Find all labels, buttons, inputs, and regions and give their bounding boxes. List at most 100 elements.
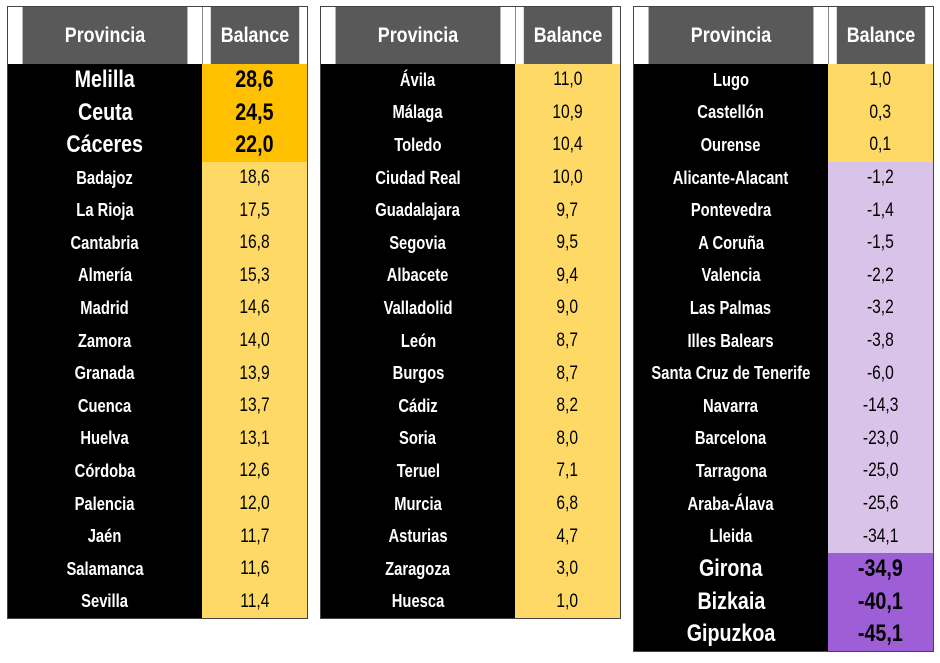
table-row: Albacete 9,4 [321,259,620,293]
balance-cell: -34,1 [828,520,933,553]
table-row: Valencia -2,2 [634,259,933,293]
province-cell: Lugo [634,64,828,97]
province-cell: Almería [8,259,202,293]
table-row: Toledo 10,4 [321,129,620,162]
table-row: Sevilla 11,4 [8,585,307,619]
balance-cell: 13,7 [202,389,307,423]
table-row: Almería 15,3 [8,259,307,293]
table-row: Santa Cruz de Tenerife -6,0 [634,357,933,390]
province-cell: Cáceres [8,129,202,162]
table-header: Provincia Balance [634,7,933,64]
province-cell: Madrid [8,292,202,325]
province-cell: Cuenca [8,389,202,423]
province-cell: Navarra [634,389,828,423]
balance-cell: 0,3 [828,96,933,130]
province-cell: Asturias [321,520,515,553]
balance-cell: 4,7 [515,520,620,553]
province-cell: Barcelona [634,422,828,456]
table-row: Illes Balears -3,8 [634,324,933,358]
balance-cell: 12,6 [202,455,307,488]
province-cell: Segovia [321,226,515,260]
table-row: Araba-Álava -25,6 [634,487,933,521]
table-row: Cádiz 8,2 [321,389,620,423]
table-row: Lugo 1,0 [634,64,933,97]
table-row: Girona -34,9 [634,552,933,586]
province-cell: Granada [8,357,202,390]
province-cell: Guadalajara [321,194,515,227]
balance-cell: 14,6 [202,292,307,325]
balance-cell: -14,3 [828,389,933,423]
balance-header: Balance [210,7,300,64]
table-row: Valladolid 9,0 [321,292,620,325]
balance-cell: 10,4 [515,129,620,162]
table-row: La Rioja 17,5 [8,194,307,227]
balance-cell: 17,5 [202,194,307,227]
province-cell: Tarragona [634,455,828,488]
table-row: Cáceres 22,0 [8,129,307,162]
balance-cell: 1,0 [515,585,620,619]
province-header: Provincia [648,7,814,64]
table-row: Cantabria 16,8 [8,226,307,260]
province-cell: Araba-Álava [634,487,828,521]
province-cell: Ourense [634,129,828,162]
province-header: Provincia [22,7,188,64]
balance-cell: -23,0 [828,422,933,456]
province-cell: Valladolid [321,292,515,325]
table-row: Córdoba 12,6 [8,455,307,488]
balance-header: Balance [523,7,613,64]
balance-cell: -1,5 [828,226,933,260]
province-cell: Cantabria [8,226,202,260]
balance-cell: 3,0 [515,552,620,586]
table-row: Ourense 0,1 [634,129,933,162]
province-cell: Huesca [321,585,515,619]
balance-cell: -3,2 [828,292,933,325]
balance-cell: 9,5 [515,226,620,260]
table-row: Zamora 14,0 [8,324,307,358]
table-row: Soria 8,0 [321,422,620,456]
province-cell: Ceuta [8,96,202,130]
balance-cell: 13,1 [202,422,307,456]
table-row: Cuenca 13,7 [8,389,307,423]
table-row: Málaga 10,9 [321,96,620,130]
balance-cell: -3,8 [828,324,933,358]
balance-cell: 13,9 [202,357,307,390]
province-cell: Pontevedra [634,194,828,227]
balance-cell: -40,1 [828,585,933,619]
table-row: Lleida -34,1 [634,520,933,553]
province-cell: Palencia [8,487,202,521]
table-row: Melilla 28,6 [8,64,307,97]
balance-cell: 9,0 [515,292,620,325]
balance-cell: 8,7 [515,324,620,358]
table-row: Ávila 11,0 [321,64,620,97]
table-row: Segovia 9,5 [321,226,620,260]
table-row: Madrid 14,6 [8,292,307,325]
province-cell: Córdoba [8,455,202,488]
balance-cell: -25,0 [828,455,933,488]
province-cell: Soria [321,422,515,456]
balance-cell: 24,5 [202,96,307,130]
balance-cell: 7,1 [515,455,620,488]
province-cell: Zamora [8,324,202,358]
table-row: Burgos 8,7 [321,357,620,390]
province-cell: Jaén [8,520,202,553]
province-cell: Castellón [634,96,828,130]
balance-cell: -25,6 [828,487,933,521]
balance-cell: -1,2 [828,161,933,195]
table-row: Badajoz 18,6 [8,161,307,195]
province-cell: Illes Balears [634,324,828,358]
balance-cell: 11,7 [202,520,307,553]
balance-cell: 11,4 [202,585,307,619]
province-cell: La Rioja [8,194,202,227]
table-row: Castellón 0,3 [634,96,933,130]
table-row: León 8,7 [321,324,620,358]
province-cell: Ciudad Real [321,161,515,195]
province-cell: Huelva [8,422,202,456]
province-cell: Sevilla [8,585,202,619]
balance-cell: 11,0 [515,64,620,97]
balance-table-1: Provincia Balance Melilla 28,6 Ceuta 24,5 Cá… [7,6,308,620]
table-row: Barcelona -23,0 [634,422,933,456]
table-row: Ciudad Real 10,0 [321,161,620,195]
balance-cell: 14,0 [202,324,307,358]
table-header: Provincia Balance [321,7,620,64]
balance-cell: 8,0 [515,422,620,456]
